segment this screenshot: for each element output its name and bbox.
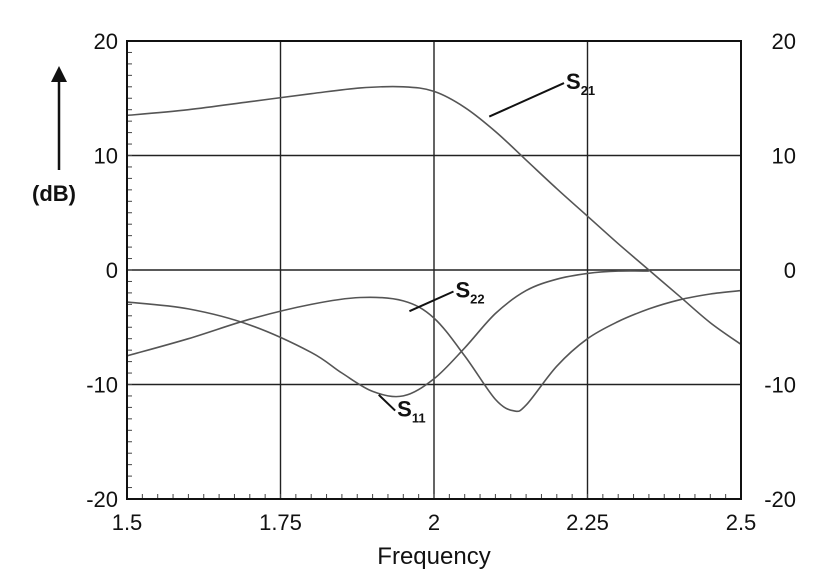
series-layer — [126, 85, 742, 413]
arrowhead-icon — [51, 66, 67, 82]
y-tick-label-right: 20 — [772, 29, 796, 54]
label-leader-line — [409, 290, 454, 313]
y-tick-label-right: 10 — [772, 144, 796, 169]
x-tick-label: 2.25 — [566, 510, 609, 535]
label-leader-line — [378, 394, 396, 412]
series-line-s21 — [126, 85, 742, 346]
y-axis-label: (dB) — [32, 181, 76, 206]
y-tick-label-left: -20 — [86, 487, 118, 512]
series-label-s22: S22 — [455, 277, 484, 306]
x-tick-label: 2 — [428, 510, 440, 535]
series-line-s22 — [126, 289, 742, 413]
series-label-s21: S21 — [566, 69, 595, 98]
y-tick-label-left: 20 — [94, 29, 118, 54]
y-tick-label-right: 0 — [784, 258, 796, 283]
plot-frame — [126, 40, 742, 500]
y-axis-unit: (dB) — [32, 66, 76, 206]
tick-labels: 1.5 1.75 2 2.25 2.5 20 10 0 -10 -20 20 10 0 -10 -20 — [86, 29, 796, 535]
x-axis-label: Frequency — [377, 543, 490, 570]
y-tick-label-right: -10 — [764, 373, 796, 398]
y-tick-label-left: 10 — [94, 144, 118, 169]
x-tick-label: 1.5 — [112, 510, 143, 535]
label-leader-line — [488, 82, 565, 118]
y-tick-label-left: 0 — [106, 258, 118, 283]
y-tick-label-right: -20 — [764, 487, 796, 512]
series-label-s11: S11 — [397, 397, 425, 426]
series-labels: S21 S22 S11 — [378, 69, 595, 426]
x-tick-label: 1.75 — [259, 510, 302, 535]
x-tick-label: 2.5 — [726, 510, 757, 535]
y-tick-label-left: -10 — [86, 373, 118, 398]
series-line-s11 — [126, 270, 649, 398]
